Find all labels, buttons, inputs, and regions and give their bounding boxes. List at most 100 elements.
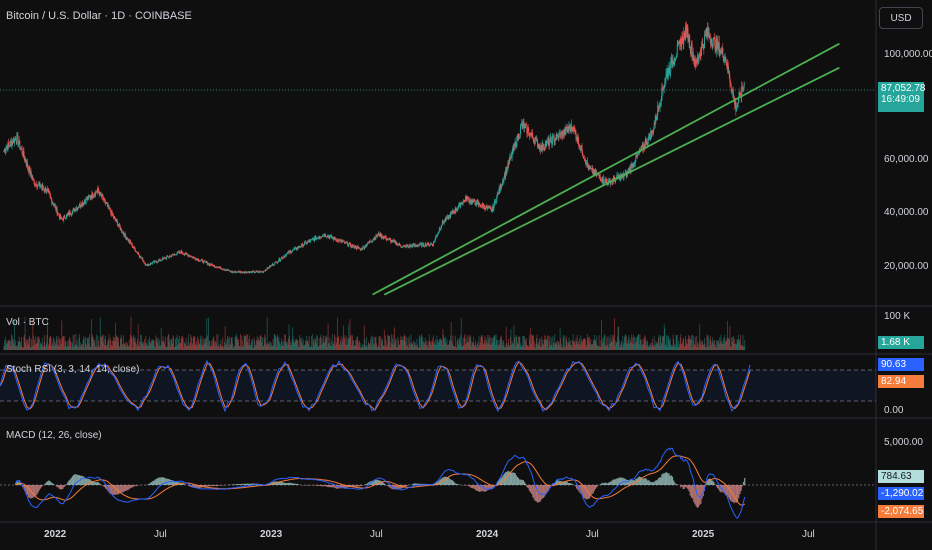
candle-body (557, 135, 559, 139)
candle-body (706, 27, 708, 35)
volume-bar (632, 343, 634, 350)
macd-histogram-bar (316, 485, 319, 486)
volume-bar (710, 341, 712, 350)
candle-body (220, 268, 222, 270)
macd-histogram-bar (710, 480, 713, 485)
volume-bar (493, 336, 495, 350)
candle-body (603, 182, 605, 183)
trendlines[interactable] (372, 42, 840, 296)
candle-body (234, 272, 236, 273)
volume-bar (725, 342, 727, 350)
macd-histogram-bar (439, 479, 442, 485)
volume-bar (211, 340, 212, 350)
volume-bar (586, 334, 588, 350)
candle-body (106, 203, 108, 204)
candle-body (188, 255, 190, 257)
volume-bar (405, 341, 407, 350)
candle-body (637, 154, 639, 157)
candle-body (672, 60, 674, 68)
volume-bar (485, 344, 486, 350)
volume-bar (478, 347, 479, 350)
volume-bar (437, 340, 438, 350)
volume-bar (281, 341, 283, 350)
candle-body (660, 102, 662, 104)
candle-body (296, 249, 298, 250)
volume-bar (495, 334, 497, 350)
candle-body (569, 125, 571, 129)
macd-histogram-bar (51, 483, 53, 485)
volume-bar (59, 338, 60, 350)
volume-bar (631, 337, 633, 350)
candle-body (31, 175, 33, 179)
volume-bar (738, 339, 740, 350)
macd-histogram-bar (152, 480, 154, 485)
candle-body (273, 264, 275, 266)
volume-bar (667, 335, 669, 350)
volume-bar (495, 344, 496, 350)
macd-histogram-bar (164, 477, 166, 485)
macd-histogram-bar (618, 477, 620, 485)
volume-bar (111, 346, 113, 350)
volume-bar (356, 339, 357, 350)
candle-body (36, 186, 38, 188)
candle-body (140, 256, 142, 258)
volume-bar (34, 339, 35, 350)
volume-bar (715, 346, 717, 350)
volume-bar (498, 344, 499, 350)
volume-bar (722, 343, 724, 350)
volume-bar (170, 339, 172, 350)
candle-body (13, 138, 15, 143)
candle-body (629, 167, 631, 173)
macd-histogram-bar (187, 485, 190, 486)
candle-body (463, 200, 465, 201)
candle-body (415, 244, 417, 246)
candle-body (574, 130, 576, 134)
volume-bar (651, 338, 653, 350)
volume-bar (421, 334, 422, 350)
volume-bar (489, 344, 491, 350)
volume-bar (425, 345, 427, 350)
volume-bar (679, 343, 681, 350)
macd-histogram-bar (638, 476, 640, 485)
symbol-title[interactable]: Bitcoin / U.S. Dollar · 1D · COINBASE (6, 10, 192, 22)
volume-bar (707, 345, 709, 350)
volume-bar (447, 345, 449, 350)
volume-bar (163, 341, 165, 350)
candle-body (600, 180, 602, 181)
candle-body (206, 262, 208, 263)
volume-bar (528, 346, 530, 350)
macd-histogram-bar (580, 485, 582, 494)
candle-body (545, 143, 547, 147)
macd-histogram-bar (527, 485, 529, 489)
volume-bar (80, 344, 82, 350)
candle-body (167, 255, 169, 257)
volume-label[interactable]: Vol · BTC (6, 317, 49, 328)
volume-bar (742, 334, 744, 350)
macd-histogram-bar (118, 485, 120, 495)
stoch-rsi-label[interactable]: Stoch RSI (3, 3, 14, 14, close) (6, 364, 140, 375)
volume-bar (219, 343, 221, 350)
volume-bar (317, 336, 318, 350)
candle-body (469, 199, 471, 203)
currency-button[interactable]: USD (879, 7, 923, 29)
volume-bar (364, 345, 366, 350)
candle-body (384, 236, 386, 239)
candle-body (713, 37, 715, 38)
volume-bar (500, 335, 502, 350)
candle-body (169, 255, 171, 257)
macd-label[interactable]: MACD (12, 26, close) (6, 430, 102, 441)
candle-body (430, 243, 432, 245)
volume-bar (157, 337, 159, 350)
candle-body (541, 143, 543, 150)
candle-body (73, 208, 75, 212)
macd-histogram-bar (205, 485, 207, 487)
macd-histogram-bar (32, 485, 34, 498)
volume-bar (41, 343, 43, 350)
volume-bar (671, 346, 673, 350)
candle-body (525, 124, 527, 125)
macd-histogram-bar (397, 485, 399, 489)
macd-histogram-bar (683, 485, 685, 489)
macd-histogram-bar (565, 480, 567, 485)
